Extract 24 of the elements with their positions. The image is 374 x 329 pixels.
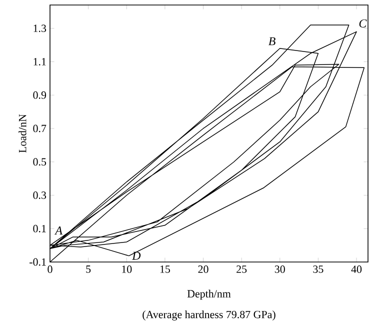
annotation: A (54, 226, 63, 234)
x-axis-title: Depth/nm (187, 290, 231, 300)
x-tick-label: 5 (86, 266, 91, 273)
x-tick-label: 40 (351, 266, 362, 273)
y-tick-label: 0.7 (33, 124, 46, 132)
y-tick-label: 1.1 (34, 58, 46, 66)
annotation: D (132, 252, 141, 260)
y-tick-label: 0.1 (33, 224, 46, 232)
x-tick-label: 20 (198, 266, 208, 273)
y-axis-title: Load/nN (18, 114, 26, 153)
x-tick-label: 30 (274, 266, 285, 273)
x-tick-label: 0 (48, 266, 52, 273)
x-tick-label: 10 (122, 266, 132, 273)
x-tick-label: 25 (236, 266, 247, 273)
annotation: B (268, 37, 276, 46)
y-tick-label: 0.5 (33, 158, 46, 166)
y-tick-label: -0.1 (30, 258, 46, 266)
x-tick-label: 15 (160, 266, 170, 273)
annotation: C (359, 19, 367, 28)
text: (Average hardness 79.87 GPa) (142, 310, 276, 320)
y-tick-label: 0.9 (33, 91, 46, 99)
x-tick-label: 35 (313, 266, 324, 273)
y-tick-label: 1.3 (34, 24, 46, 32)
y-tick-label: 0.3 (33, 192, 46, 199)
